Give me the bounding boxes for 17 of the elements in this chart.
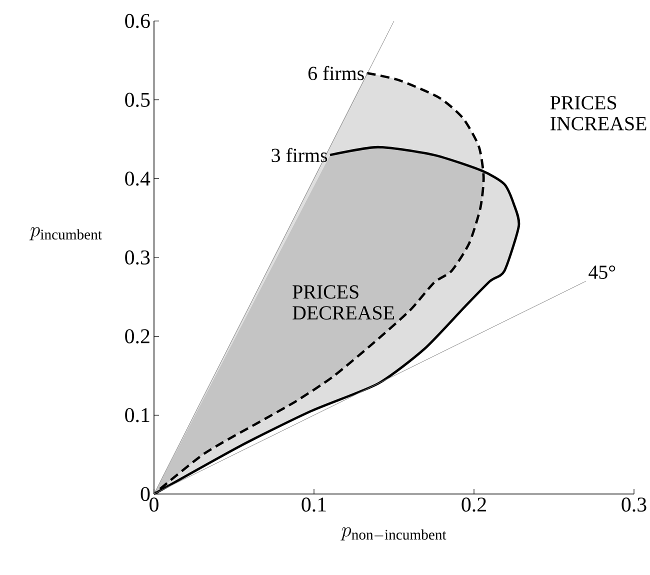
y-tick-label: 0.4 [125, 172, 150, 186]
x-axis-title: $p_{\mathrm{non-incumbent}}$ [340, 527, 446, 540]
y-tick-label: 0.5 [125, 92, 150, 107]
x-tick-label: 0.1 [302, 498, 326, 512]
y-tick-label: 0.3 [125, 250, 150, 265]
y-tick-label: 0.6 [125, 14, 150, 28]
y-tick-label: 0.1 [125, 408, 150, 422]
annotation: PRICES INCREASE [550, 96, 646, 130]
y-axis-title: $p_{\mathrm{incumbent}}$ [29, 227, 102, 240]
x-tick-label: 0.2 [462, 498, 486, 512]
series-label: 3 firms [272, 148, 328, 162]
annotation: PRICES DECREASE [292, 285, 394, 320]
x-tick-label: 0.3 [622, 498, 646, 512]
y-tick-label: 0.2 [125, 329, 150, 344]
series-label: 6 firms [308, 66, 364, 80]
series-label: 45° [588, 266, 616, 279]
y-tick-label: 0 [140, 486, 150, 502]
